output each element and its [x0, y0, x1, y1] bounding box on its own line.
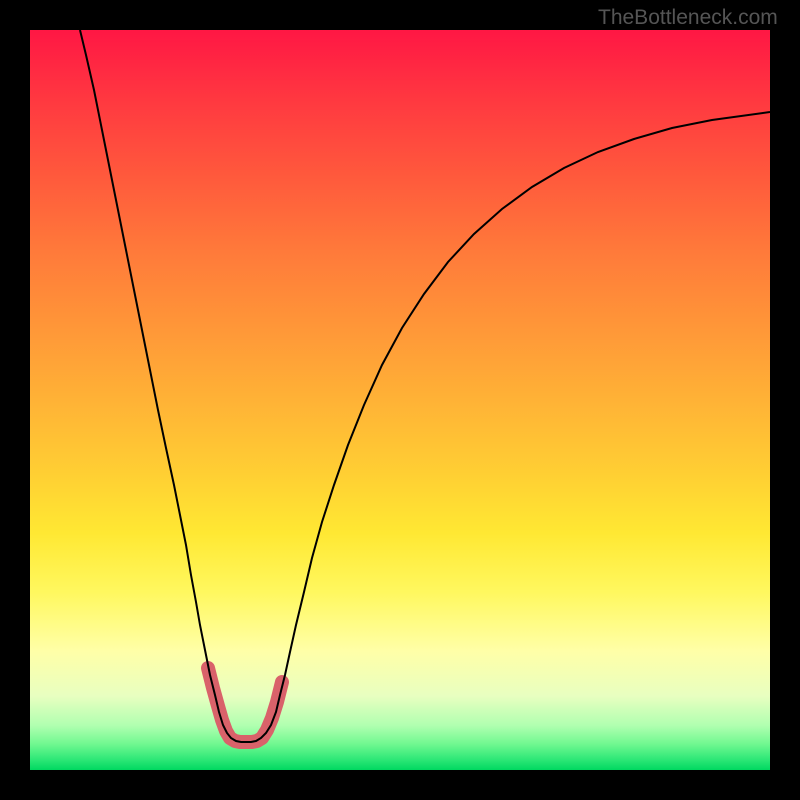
chart-frame: TheBottleneck.com [0, 0, 800, 800]
vertex-highlight [208, 668, 282, 742]
watermark-label: TheBottleneck.com [598, 6, 778, 30]
plot-area [30, 30, 770, 770]
bottleneck-curve [80, 30, 770, 742]
curves-layer [30, 30, 770, 770]
